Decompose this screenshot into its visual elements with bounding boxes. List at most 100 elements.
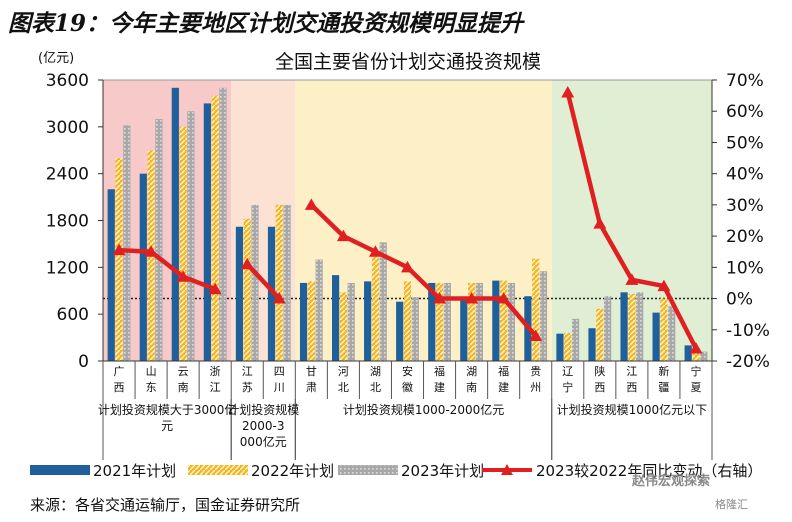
bar-2022 — [692, 351, 700, 361]
left-tick-label: 600 — [57, 305, 89, 325]
bar-2021 — [428, 282, 436, 361]
bar-2023 — [379, 242, 387, 361]
bar-2021 — [460, 298, 468, 361]
category-label-2: 州 — [530, 381, 541, 394]
bar-2023 — [283, 204, 291, 361]
legend-swatch-2023 — [338, 465, 398, 475]
y-axis-label: (亿元) — [38, 51, 74, 66]
right-tick-label: 70% — [726, 71, 764, 91]
bar-2021 — [139, 173, 147, 361]
change-point — [625, 273, 639, 285]
bar-2021 — [203, 103, 211, 362]
bar-2022 — [532, 258, 540, 361]
group-label: 计划投资规模1000亿元以下 — [557, 402, 708, 417]
change-point — [689, 342, 703, 354]
category-label-1: 四 — [274, 365, 285, 378]
left-tick-label: 0 — [78, 352, 89, 372]
bar-2021 — [556, 333, 564, 361]
group-label: 元 — [161, 419, 173, 433]
right-tick-label: 0% — [726, 290, 753, 310]
bar-2022 — [243, 218, 251, 361]
bar-2023 — [411, 296, 419, 361]
change-line-segment-2 — [245, 262, 281, 301]
change-point — [272, 292, 286, 304]
bar-2022 — [468, 282, 476, 361]
bar-2023 — [571, 318, 580, 361]
change-point — [401, 260, 414, 273]
change-line-segment-3 — [309, 203, 538, 338]
category-label-2: 夏 — [690, 381, 701, 394]
left-tick-label: 1800 — [46, 212, 89, 232]
right-tick-label: 50% — [726, 133, 764, 153]
bar-2023 — [539, 271, 548, 361]
bar-2022 — [275, 204, 283, 361]
category-label-1: 河 — [338, 365, 349, 378]
watermark-text: 赵伟宏观探索 — [632, 474, 711, 489]
bar-2022 — [179, 126, 187, 361]
category-label-1: 陕 — [594, 364, 605, 378]
bar-2021 — [267, 226, 276, 361]
category-label-1: 新 — [658, 364, 669, 378]
change-point — [561, 85, 575, 98]
category-label-2: 北 — [370, 381, 381, 394]
group-label: 2000-3 — [242, 419, 285, 433]
change-point — [144, 245, 158, 257]
axis-layer — [98, 79, 717, 460]
bar-2022 — [628, 293, 636, 361]
bar-2023 — [155, 119, 163, 362]
right-tick-label: 60% — [726, 102, 764, 122]
category-label-2: 宁 — [562, 380, 573, 394]
line-layer — [112, 85, 703, 354]
bar-2023 — [315, 259, 323, 361]
bar-2021 — [107, 189, 115, 361]
bar-2023 — [475, 282, 484, 361]
bar-2022 — [211, 95, 219, 361]
bar-2023 — [636, 292, 644, 361]
change-point — [529, 329, 543, 342]
bar-2023 — [443, 282, 451, 361]
category-label-2: 徽 — [402, 380, 413, 394]
change-point — [368, 245, 382, 257]
category-label-1: 江 — [242, 365, 253, 378]
legend-label-change: 2023较2022年同比变动（右轴） — [536, 462, 762, 480]
legend-label-2023: 2023年计划 — [401, 462, 484, 480]
change-line-segment-1 — [118, 247, 217, 292]
group-label: 计划投资规模 — [227, 402, 299, 417]
group-label: 000亿元 — [240, 434, 287, 449]
category-label-2: 建 — [498, 380, 509, 394]
category-label-1: 湖 — [370, 365, 381, 378]
change-point — [240, 257, 254, 270]
legend-label-2022: 2022年计划 — [251, 462, 334, 480]
bar-2021 — [299, 282, 308, 361]
category-label-2: 南 — [178, 381, 189, 394]
legend: 2021年计划 2022年计划 2023年计划 2023较2022年同比变动（右轴） — [30, 462, 762, 480]
bar-2022 — [660, 298, 668, 361]
group-label: 计划投资规模1000-2000亿元 — [343, 402, 504, 417]
category-label-2: 西 — [594, 381, 605, 394]
legend-swatch-2022 — [188, 465, 248, 475]
left-tick-label: 2400 — [46, 165, 89, 185]
bar-layer — [107, 87, 708, 362]
bar-2023 — [507, 282, 516, 361]
bar-2022 — [403, 281, 412, 361]
bar-2023 — [347, 282, 355, 361]
category-label-1: 广 — [114, 365, 125, 378]
category-label-2: 疆 — [658, 381, 669, 394]
legend-label-2021: 2021年计划 — [93, 462, 176, 480]
bar-2021 — [171, 87, 179, 362]
right-tick-label: -10% — [726, 321, 770, 341]
change-point — [593, 217, 607, 229]
bar-2021 — [235, 226, 244, 361]
category-label-2: 苏 — [242, 381, 253, 394]
change-point — [112, 243, 126, 256]
bar-2021 — [331, 275, 340, 361]
category-label-2: 川 — [274, 381, 285, 394]
category-label-1: 浙 — [210, 365, 221, 378]
category-label-2: 肃 — [306, 381, 317, 394]
source-note: 来源：各省交通运输厅，国金证券研究所 — [30, 496, 301, 514]
bar-2021 — [364, 281, 372, 361]
bar-2022 — [339, 292, 347, 361]
bar-2021 — [588, 328, 596, 361]
chart-title: 全国主要省份计划交通投资规模 — [275, 51, 541, 73]
